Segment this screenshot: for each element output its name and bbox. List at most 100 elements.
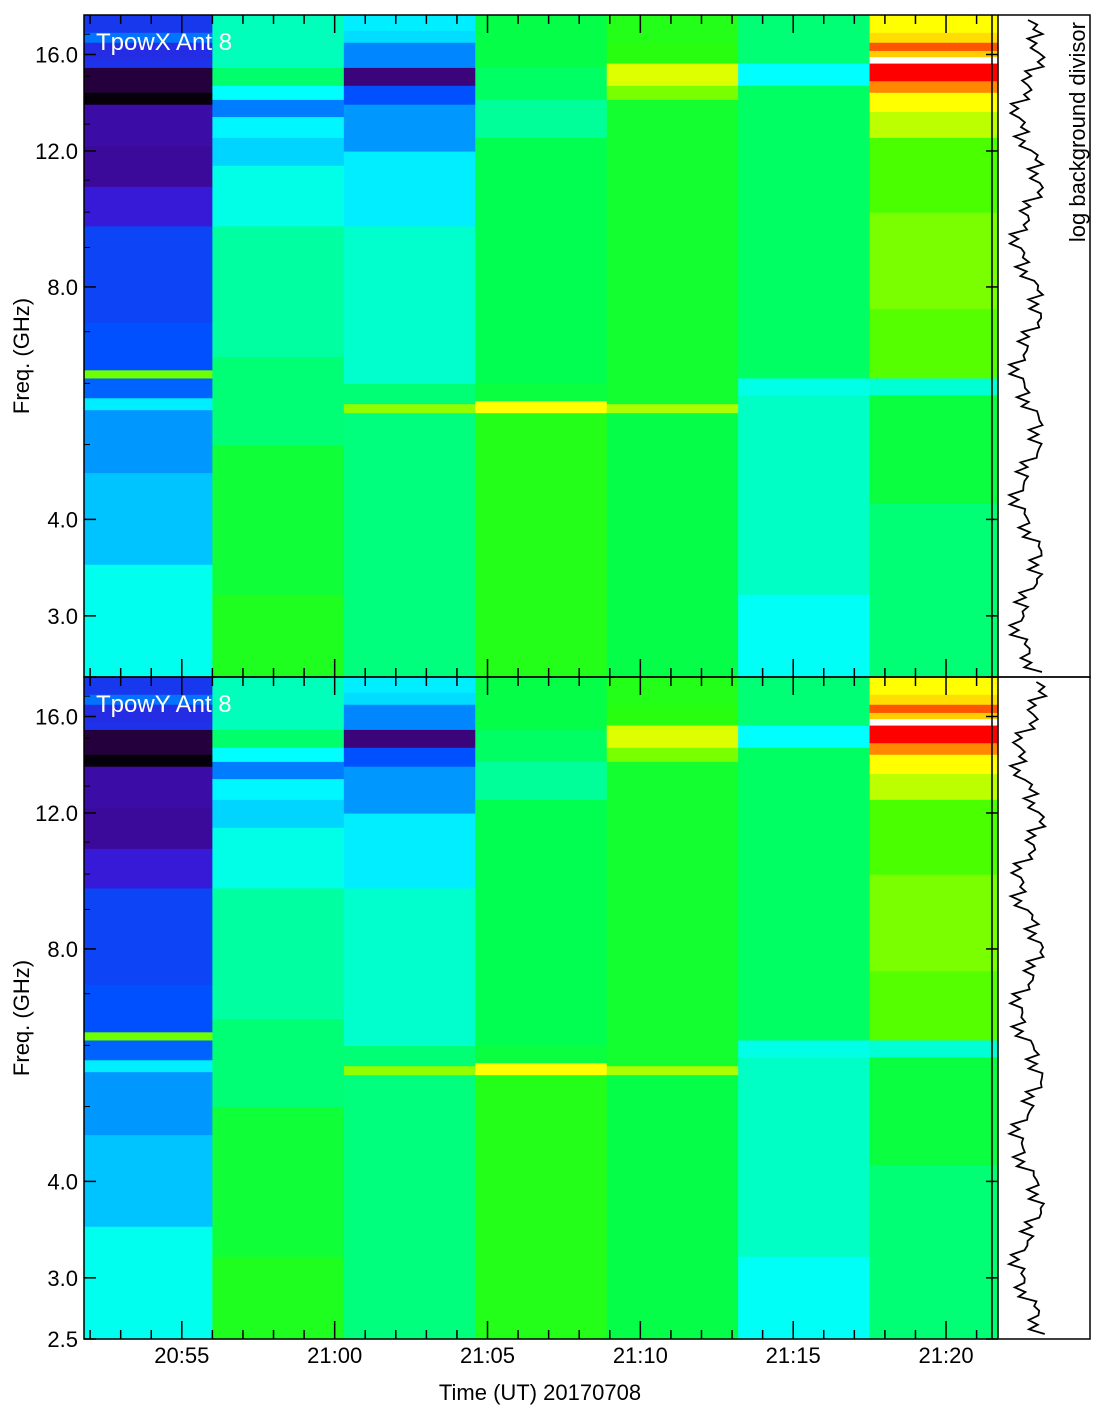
heatmap-cell (343, 677, 476, 693)
x-tick-label: 21:15 (766, 1343, 821, 1368)
heatmap-cell (606, 15, 739, 43)
heatmap-cell (212, 1018, 345, 1108)
heatmap-cell (738, 747, 871, 1041)
y-axis-title: Freq. (GHz) (9, 960, 34, 1076)
heatmap-cell (869, 718, 999, 726)
x-tick-label: 21:05 (460, 1343, 515, 1368)
heatmap-cell (869, 742, 999, 755)
heatmap-cell (343, 67, 476, 86)
panel-title: TpowX Ant 8 (96, 29, 232, 56)
axis-labels: TpowX Ant 8 3.0 4.0 8.0 12.0 16.0 Freq. (GHz) T… (9, 22, 1090, 1368)
background-divisor-trace (1006, 681, 1049, 1335)
heatmap-cell (606, 403, 739, 414)
panel-title: TpowY Ant 8 (96, 691, 232, 718)
heatmap-cell (869, 56, 999, 64)
heatmap-cell (606, 99, 739, 405)
heatmap-cell (869, 394, 999, 504)
heatmap-cell (84, 186, 213, 227)
heatmap-cell (606, 42, 739, 64)
heatmap-cell (475, 67, 608, 100)
heatmap-cell (606, 677, 739, 705)
heatmap-cell (606, 747, 739, 762)
heatmap-cell (343, 729, 476, 748)
heatmap-cell (343, 887, 476, 1047)
heatmap-cell (606, 724, 739, 748)
heatmap-cell (343, 1045, 476, 1067)
heatmap-cell (212, 137, 345, 166)
heatmap-cell (84, 694, 213, 705)
heatmap-cell (869, 874, 999, 972)
heatmap-cell (738, 62, 871, 86)
heatmap-cell (84, 1226, 213, 1340)
heatmap-cell (738, 677, 871, 726)
heatmap-cell (343, 812, 476, 889)
heatmap-cell (84, 984, 213, 1033)
heatmap-cell (475, 400, 608, 414)
heatmap-cell (738, 594, 871, 678)
heatmap-cell (869, 970, 999, 1041)
heatmap-cell (475, 1074, 608, 1340)
heatmap-cell (475, 137, 608, 385)
heatmap-cell (869, 308, 999, 379)
heatmap-cell (84, 704, 213, 722)
heatmap-cell (343, 1065, 476, 1076)
heatmap-cell (869, 137, 999, 213)
heatmap-panel-2 (84, 677, 999, 1340)
x-tick-label: 21:00 (307, 1343, 362, 1368)
heatmap-cell (343, 412, 476, 678)
heatmap-cell (84, 15, 213, 33)
heatmap-cell (869, 724, 999, 744)
heatmap-cell (738, 377, 871, 396)
heatmap-cell (343, 766, 476, 814)
heatmap-cell (343, 225, 476, 385)
heatmap-cell (84, 58, 213, 68)
heatmap-panels (84, 15, 999, 1340)
background-divisor-panel (1006, 19, 1049, 1335)
heatmap-cell (84, 377, 213, 399)
heatmap-cell (212, 887, 345, 1020)
heatmap-cell (606, 704, 739, 726)
y-tick-label: 2.5 (47, 1327, 78, 1352)
heatmap-cell (84, 754, 213, 767)
heatmap-cell (84, 1039, 213, 1061)
heatmap-cell (475, 677, 608, 730)
heatmap-cell (869, 773, 999, 800)
heatmap-cell (869, 42, 999, 51)
heatmap-cell (606, 62, 739, 86)
heatmap-cell (212, 761, 345, 780)
heatmap-cell (343, 150, 476, 227)
y-tick-label: 12.0 (35, 801, 78, 826)
heatmap-cell (212, 116, 345, 138)
heatmap-cell (869, 704, 999, 713)
heatmap-cell (84, 409, 213, 474)
heatmap-cell (869, 1039, 999, 1058)
heatmap-cell (869, 694, 999, 705)
heatmap-cell (343, 383, 476, 405)
heatmap-cell (84, 1071, 213, 1136)
heatmap-cell (475, 15, 608, 68)
heatmap-cell (475, 99, 608, 138)
x-tick-label: 21:20 (919, 1343, 974, 1368)
heatmap-cell (343, 15, 476, 31)
heatmap-cell (869, 677, 999, 695)
side-panel-label: log background divisor (1065, 22, 1090, 242)
heatmap-cell (343, 104, 476, 152)
heatmap-cell (84, 887, 213, 985)
heatmap-cell (212, 356, 345, 446)
heatmap-cell (869, 712, 999, 720)
background-divisor-trace (1006, 19, 1046, 673)
heatmap-cell (738, 1256, 871, 1340)
heatmap-cell (869, 503, 999, 678)
x-tick-label: 20:55 (154, 1343, 209, 1368)
heatmap-cell (869, 32, 999, 43)
heatmap-cell (212, 85, 345, 100)
heatmap-cell (212, 594, 345, 678)
heatmap-cell (212, 1106, 345, 1257)
y-tick-label: 4.0 (47, 1169, 78, 1194)
heatmap-cell (212, 778, 345, 800)
heatmap-cell (84, 225, 213, 323)
heatmap-cell (212, 444, 345, 595)
heatmap-cell (84, 564, 213, 678)
heatmap-cell (212, 729, 345, 748)
